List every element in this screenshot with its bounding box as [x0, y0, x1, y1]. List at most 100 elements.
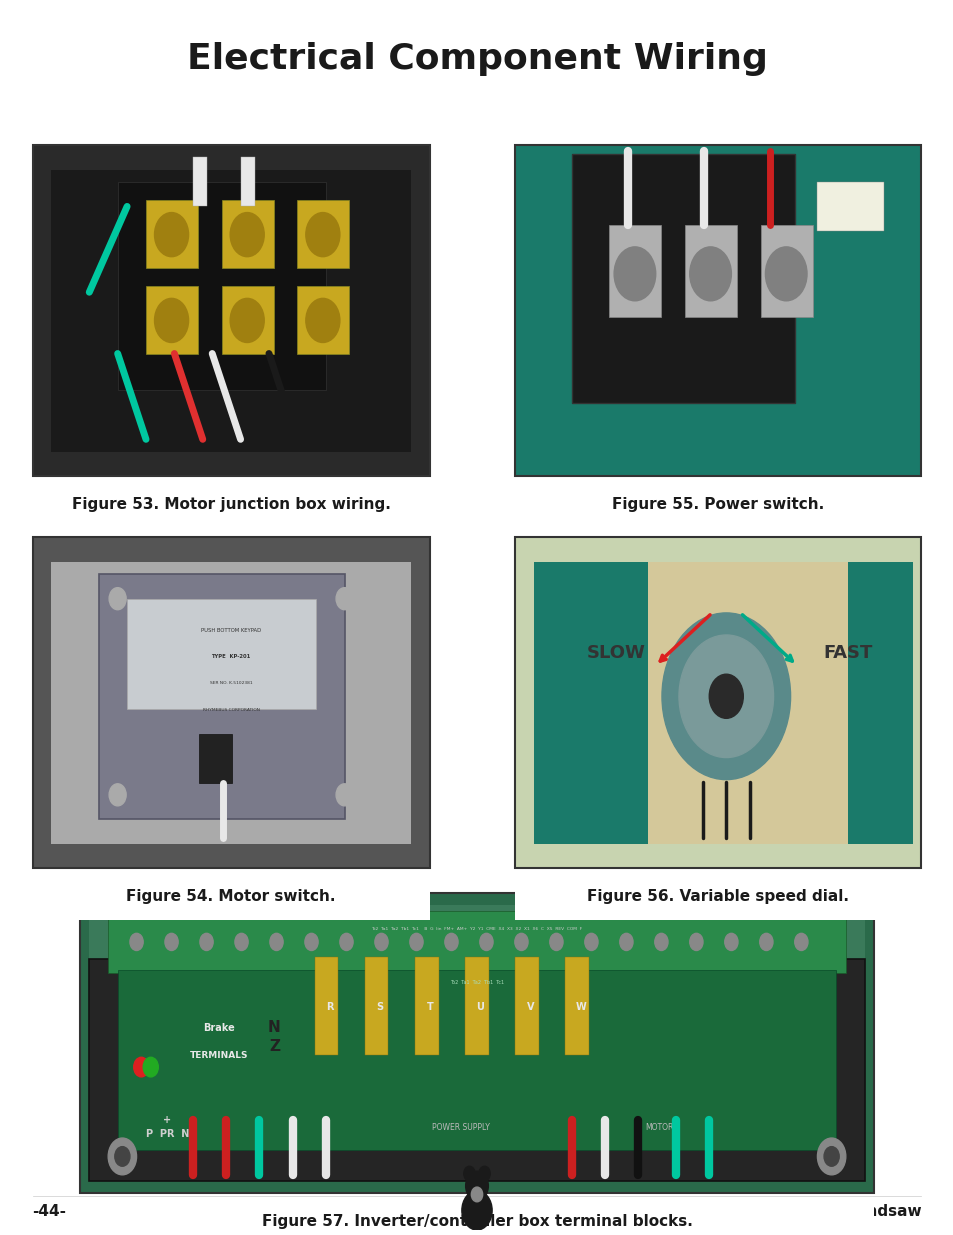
Bar: [80, 1198, 873, 1235]
Circle shape: [114, 1146, 130, 1166]
Circle shape: [306, 212, 339, 257]
Circle shape: [154, 299, 189, 342]
Circle shape: [584, 934, 598, 951]
Bar: [193, 157, 207, 206]
Bar: [533, 562, 647, 844]
Circle shape: [335, 588, 353, 610]
Text: +
P  PR  N: + P PR N: [146, 1115, 189, 1139]
Bar: [51, 169, 411, 452]
Circle shape: [230, 299, 264, 342]
Bar: [760, 225, 812, 316]
Circle shape: [661, 613, 790, 779]
Circle shape: [305, 934, 317, 951]
Bar: [565, 957, 588, 1055]
Text: TERMINALS: TERMINALS: [190, 1051, 248, 1060]
Circle shape: [143, 1057, 158, 1077]
Circle shape: [478, 1166, 490, 1181]
Text: MOTOR: MOTOR: [645, 1123, 673, 1131]
Text: PUSH BOTTOM KEYPAD: PUSH BOTTOM KEYPAD: [201, 627, 261, 632]
Bar: [117, 182, 325, 390]
Circle shape: [234, 934, 248, 951]
Circle shape: [410, 934, 422, 951]
Circle shape: [463, 1166, 475, 1181]
Circle shape: [689, 934, 702, 951]
Bar: [32, 480, 429, 527]
Bar: [415, 957, 438, 1055]
Bar: [817, 182, 882, 231]
Circle shape: [230, 212, 264, 257]
Text: Figure 55. Power switch.: Figure 55. Power switch.: [612, 496, 823, 511]
Text: TYPE  KP-201: TYPE KP-201: [212, 655, 251, 659]
Bar: [127, 599, 315, 709]
Bar: [571, 154, 795, 403]
Text: Figure 56. Variable speed dial.: Figure 56. Variable speed dial.: [586, 889, 848, 904]
Circle shape: [679, 635, 773, 757]
Bar: [515, 537, 921, 868]
Circle shape: [154, 212, 189, 257]
Bar: [146, 200, 198, 268]
Circle shape: [339, 934, 353, 951]
Text: T: T: [426, 1002, 434, 1011]
Bar: [364, 957, 388, 1055]
Bar: [221, 200, 274, 268]
Circle shape: [823, 1146, 839, 1166]
Circle shape: [654, 934, 667, 951]
Bar: [32, 537, 429, 868]
Text: POWER SUPPLY: POWER SUPPLY: [432, 1123, 490, 1131]
Text: W: W: [575, 1002, 585, 1011]
Bar: [314, 957, 338, 1055]
Circle shape: [133, 1057, 149, 1077]
Circle shape: [461, 1191, 492, 1230]
Bar: [32, 873, 429, 920]
Bar: [240, 157, 254, 206]
Text: R: R: [326, 1002, 334, 1011]
Bar: [90, 958, 863, 1181]
Bar: [515, 873, 921, 920]
Circle shape: [471, 1187, 482, 1202]
Circle shape: [306, 299, 339, 342]
Circle shape: [109, 588, 126, 610]
Bar: [533, 169, 902, 452]
Text: N
Z: N Z: [268, 1020, 280, 1055]
Circle shape: [724, 934, 738, 951]
Bar: [51, 562, 411, 844]
Bar: [684, 225, 737, 316]
Circle shape: [130, 934, 143, 951]
Bar: [146, 287, 198, 353]
Text: To2  Ta1  Ta2  Tb1  Tc1    B  G  lin  FM+  AM+  Y2  Y1  CME  X4  X3  X2  X1  X6 : To2 Ta1 Ta2 Tb1 Tc1 B G lin FM+ AM+ Y2 Y…: [371, 927, 582, 931]
Bar: [117, 971, 836, 1150]
Circle shape: [614, 247, 655, 301]
Text: RHYMEBUS CORPORATION: RHYMEBUS CORPORATION: [202, 708, 259, 711]
Circle shape: [515, 934, 528, 951]
Circle shape: [465, 1171, 488, 1200]
Circle shape: [270, 934, 283, 951]
Text: S: S: [376, 1002, 383, 1011]
Circle shape: [375, 934, 388, 951]
Text: SLOW: SLOW: [586, 645, 645, 662]
Bar: [90, 905, 863, 1181]
Text: Electrical Component Wiring: Electrical Component Wiring: [187, 42, 766, 77]
Text: Figure 54. Motor switch.: Figure 54. Motor switch.: [126, 889, 335, 904]
Circle shape: [794, 934, 807, 951]
Circle shape: [335, 784, 353, 806]
Circle shape: [479, 934, 493, 951]
Bar: [221, 287, 274, 353]
Circle shape: [817, 1139, 845, 1174]
Circle shape: [108, 1139, 136, 1174]
Bar: [297, 287, 349, 353]
Bar: [515, 480, 921, 527]
Circle shape: [759, 934, 772, 951]
Bar: [80, 893, 873, 1193]
Text: FAST: FAST: [822, 645, 872, 662]
Bar: [515, 957, 538, 1055]
Bar: [609, 225, 660, 316]
Bar: [533, 562, 902, 844]
Bar: [32, 146, 429, 477]
Text: Brake: Brake: [203, 1023, 234, 1032]
Circle shape: [549, 934, 562, 951]
Circle shape: [109, 784, 126, 806]
Text: U: U: [476, 1002, 484, 1011]
Text: Figure 57. Inverter/controller box terminal blocks.: Figure 57. Inverter/controller box termi…: [261, 1214, 692, 1229]
Bar: [465, 957, 488, 1055]
Circle shape: [764, 247, 806, 301]
